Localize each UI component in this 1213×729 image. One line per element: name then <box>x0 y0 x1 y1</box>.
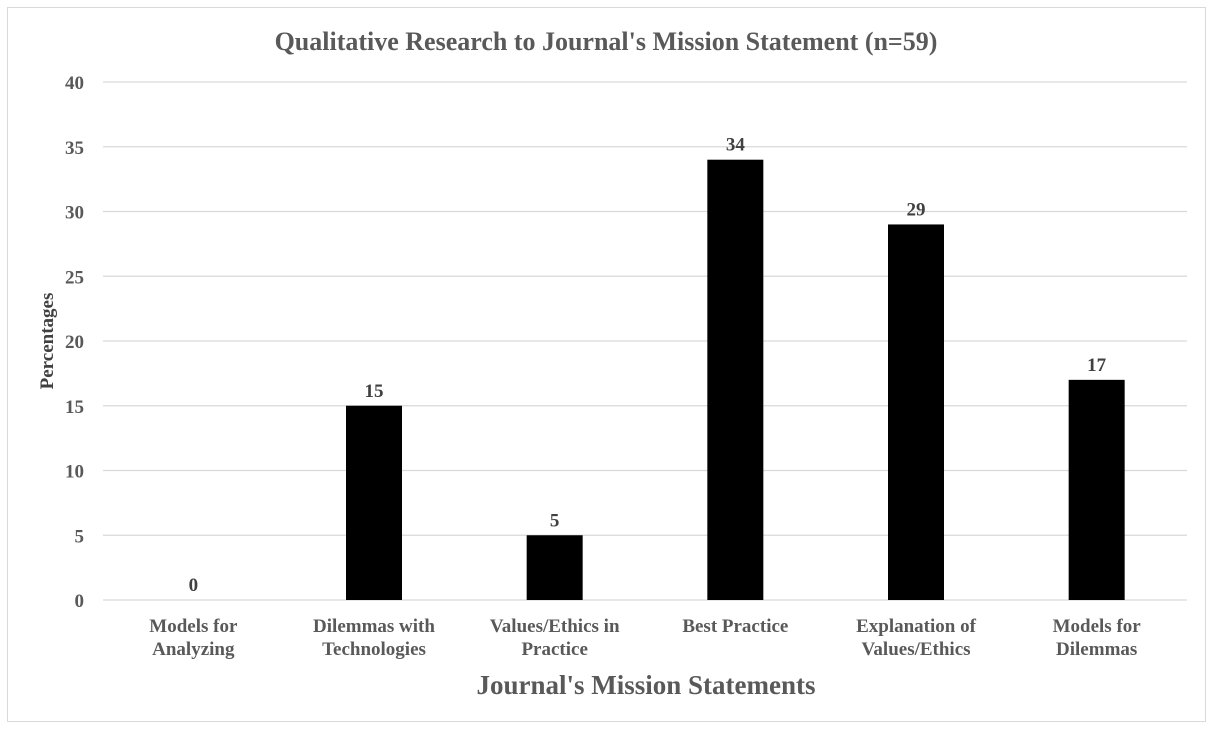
data-labels: 0 15 5 34 29 17 <box>189 135 1107 596</box>
y-tick-label: 30 <box>65 203 84 224</box>
y-tick-label: 10 <box>65 462 84 483</box>
bar <box>346 405 402 600</box>
x-tick-label-line: Explanation of <box>856 616 977 637</box>
y-axis-title: Percentages <box>37 293 58 390</box>
data-label: 34 <box>726 135 746 156</box>
y-tick-label: 5 <box>75 526 85 547</box>
x-tick-label-line: Technologies <box>322 639 426 660</box>
data-label: 15 <box>365 381 384 402</box>
x-tick-label: Dilemmas with Technologies <box>313 616 435 660</box>
x-tick-label: Best Practice <box>682 616 788 637</box>
y-tick-label: 15 <box>65 397 84 418</box>
data-label: 29 <box>907 199 926 220</box>
x-tick-label-line: Dilemmas with <box>313 616 435 637</box>
x-tick-label-line: Values/Ethics in <box>490 616 620 637</box>
x-tick-label: Values/Ethics in Practice <box>490 616 620 660</box>
y-tick-label: 20 <box>65 332 84 353</box>
y-tick-label: 35 <box>65 138 84 159</box>
data-label: 0 <box>189 575 199 596</box>
x-axis-title: Journal's Mission Statements <box>476 670 815 700</box>
x-tick-label: Models for Analyzing <box>149 616 238 660</box>
x-tick-label-line: Analyzing <box>152 639 235 660</box>
y-tick-label: 0 <box>75 591 85 612</box>
y-tick-label: 40 <box>65 73 84 94</box>
data-label: 5 <box>550 510 560 531</box>
bar <box>707 159 764 600</box>
bar <box>888 224 944 600</box>
y-axis-ticks: 0 5 10 15 20 25 30 35 40 <box>65 73 84 612</box>
x-tick-label-line: Practice <box>521 639 587 660</box>
x-tick-label-line: Dilemmas <box>1056 639 1137 660</box>
bar <box>526 535 583 600</box>
y-tick-label: 25 <box>65 267 84 288</box>
x-tick-label: Explanation of Values/Ethics <box>856 616 977 660</box>
bar <box>1068 379 1125 600</box>
data-label: 17 <box>1087 355 1107 376</box>
x-tick-label-line: Values/Ethics <box>861 639 970 660</box>
x-tick-label: Models for Dilemmas <box>1053 616 1142 660</box>
gridlines <box>103 81 1187 601</box>
chart-frame <box>7 7 1206 722</box>
x-tick-label-line: Models for <box>1053 616 1142 637</box>
x-tick-label-line: Models for <box>149 616 238 637</box>
x-tick-label-line: Best Practice <box>682 616 788 637</box>
chart-title: Qualitative Research to Journal's Missio… <box>275 27 938 56</box>
bars <box>346 159 1125 600</box>
